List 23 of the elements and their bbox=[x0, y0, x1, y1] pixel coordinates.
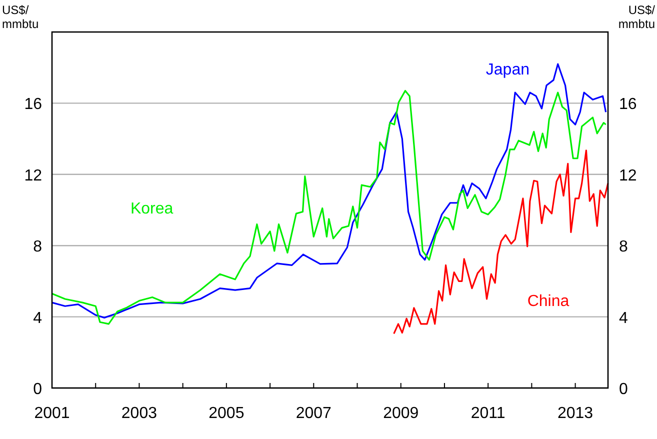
x-tick-label: 2011 bbox=[470, 405, 506, 422]
y-tick-label: 4 bbox=[33, 310, 42, 327]
x-tick-label: 2007 bbox=[296, 405, 332, 422]
y2-axis-title: US$/ mmbtu bbox=[618, 3, 656, 31]
x-tick-label: 2001 bbox=[34, 405, 70, 422]
y-tick-label: 16 bbox=[24, 96, 42, 114]
x-tick-label: 2003 bbox=[121, 405, 158, 422]
y-tick-label: 12 bbox=[24, 167, 42, 184]
y2-tick-label: 0 bbox=[619, 381, 628, 398]
y-axis-title: US$/ mmbtu bbox=[2, 3, 39, 31]
y-tick-label: 0 bbox=[33, 381, 42, 398]
y2-tick-label: 8 bbox=[619, 238, 628, 256]
x-tick-label: 2009 bbox=[383, 405, 419, 422]
series-label: Japan bbox=[486, 62, 530, 79]
x-tick-label: 2005 bbox=[208, 405, 244, 422]
y-tick-label: 8 bbox=[33, 238, 42, 256]
y2-tick-label: 16 bbox=[619, 96, 637, 114]
line-series bbox=[393, 150, 609, 335]
x-tick-label: 2013 bbox=[557, 405, 594, 422]
y2-tick-label: 12 bbox=[619, 167, 637, 184]
y2-tick-label: 4 bbox=[619, 310, 628, 327]
text: Korea bbox=[130, 200, 174, 218]
text: China bbox=[527, 293, 570, 310]
